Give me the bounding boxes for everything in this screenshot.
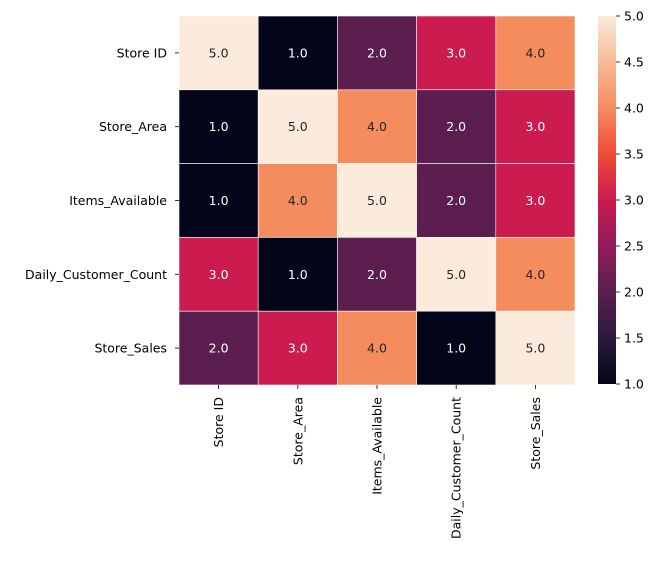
colorbar-tick-label: 2.5	[624, 239, 644, 254]
colorbar-tick-label: 3.5	[624, 147, 644, 162]
cell-value-label: 5.0	[209, 45, 229, 60]
colorbar-tick-label: 5.0	[624, 9, 644, 24]
cell-value-label: 2.0	[367, 45, 387, 60]
cell-value-label: 5.0	[446, 267, 466, 282]
cell-value-label: 1.0	[209, 119, 229, 134]
cell-value-label: 2.0	[209, 341, 229, 356]
cell-value-label: 2.0	[446, 119, 466, 134]
colorbar-tick-label: 2.0	[624, 285, 644, 300]
y-tick-label: Store_Sales	[94, 341, 167, 356]
cell-value-label: 4.0	[367, 341, 387, 356]
cell-value-label: 1.0	[446, 341, 466, 356]
y-tick-label: Store_Area	[99, 119, 167, 134]
heatmap-cell	[416, 15, 497, 91]
cell-value-label: 3.0	[288, 341, 308, 356]
heatmap-cell	[178, 15, 259, 91]
cell-value-label: 4.0	[367, 119, 387, 134]
cell-value-label: 2.0	[446, 193, 466, 208]
colorbar-tick-label: 4.0	[624, 101, 644, 116]
y-axis-tick-labels: Store ID Store_Area Items_Available Daily_…	[25, 45, 179, 356]
cell-value-label: 4.0	[525, 267, 545, 282]
heatmap-cell	[337, 163, 417, 238]
heatmap-cell	[257, 237, 338, 312]
cell-value-label: 5.0	[525, 341, 545, 356]
cell-value-label: 3.0	[209, 267, 229, 282]
y-tick-label: Daily_Customer_Count	[25, 267, 167, 282]
heatmap-cell	[495, 310, 576, 386]
cell-value-label: 1.0	[209, 193, 229, 208]
cell-value-label: 1.0	[288, 45, 308, 60]
cell-value-label: 1.0	[288, 267, 308, 282]
cell-value-label: 4.0	[288, 193, 308, 208]
heatmap-cell	[337, 89, 417, 164]
colorbar-tick-label: 3.0	[624, 193, 644, 208]
heatmap-cell	[178, 89, 259, 164]
cell-value-label: 5.0	[367, 193, 387, 208]
colorbar-gradient	[598, 16, 616, 384]
heatmap-cells	[178, 15, 576, 386]
x-tick-label: Store_Sales	[528, 397, 543, 470]
x-tick-label: Daily_Customer_Count	[449, 397, 464, 539]
x-axis-tick-labels: Store ID Store_Area Items_Available Daily_…	[211, 385, 543, 539]
cell-value-label: 2.0	[367, 267, 387, 282]
heatmap-cell	[495, 163, 576, 238]
colorbar-tick-label: 1.0	[624, 377, 644, 392]
cell-value-label: 3.0	[446, 45, 466, 60]
heatmap-cell	[495, 89, 576, 164]
colorbar-tick-label: 4.5	[624, 55, 644, 70]
x-tick-label: Items_Available	[370, 397, 385, 495]
heatmap-cell	[416, 237, 497, 312]
y-tick-label: Store ID	[117, 45, 167, 60]
heatmap-cell	[337, 15, 417, 91]
heatmap-cell	[178, 310, 259, 386]
heatmap-cell	[495, 237, 576, 312]
heatmap-cell	[416, 163, 497, 238]
heatmap-cell	[337, 237, 417, 312]
heatmap-cell	[495, 15, 576, 91]
heatmap-cell	[257, 310, 338, 386]
heatmap-cell	[337, 310, 417, 386]
colorbar-tick-label: 1.5	[624, 331, 644, 346]
heatmap-cell	[257, 15, 338, 91]
cell-value-label: 4.0	[525, 45, 545, 60]
y-tick-label: Items_Available	[69, 193, 167, 208]
heatmap-cell	[257, 163, 338, 238]
heatmap-annotations: 5.0 1.0 2.0 3.0 4.0 1.0 5.0 4.0 2.0 3.0 1.0 4.0 5.0 2…	[209, 45, 546, 355]
cell-value-label: 3.0	[525, 119, 545, 134]
cell-value-label: 3.0	[525, 193, 545, 208]
cell-value-label: 5.0	[288, 119, 308, 134]
x-tick-label: Store_Area	[290, 397, 305, 465]
colorbar: 1.0 1.5 2.0 2.5 3.0 3.5 4.0 4.5 5.0	[598, 9, 644, 392]
x-tick-label: Store ID	[211, 397, 226, 447]
